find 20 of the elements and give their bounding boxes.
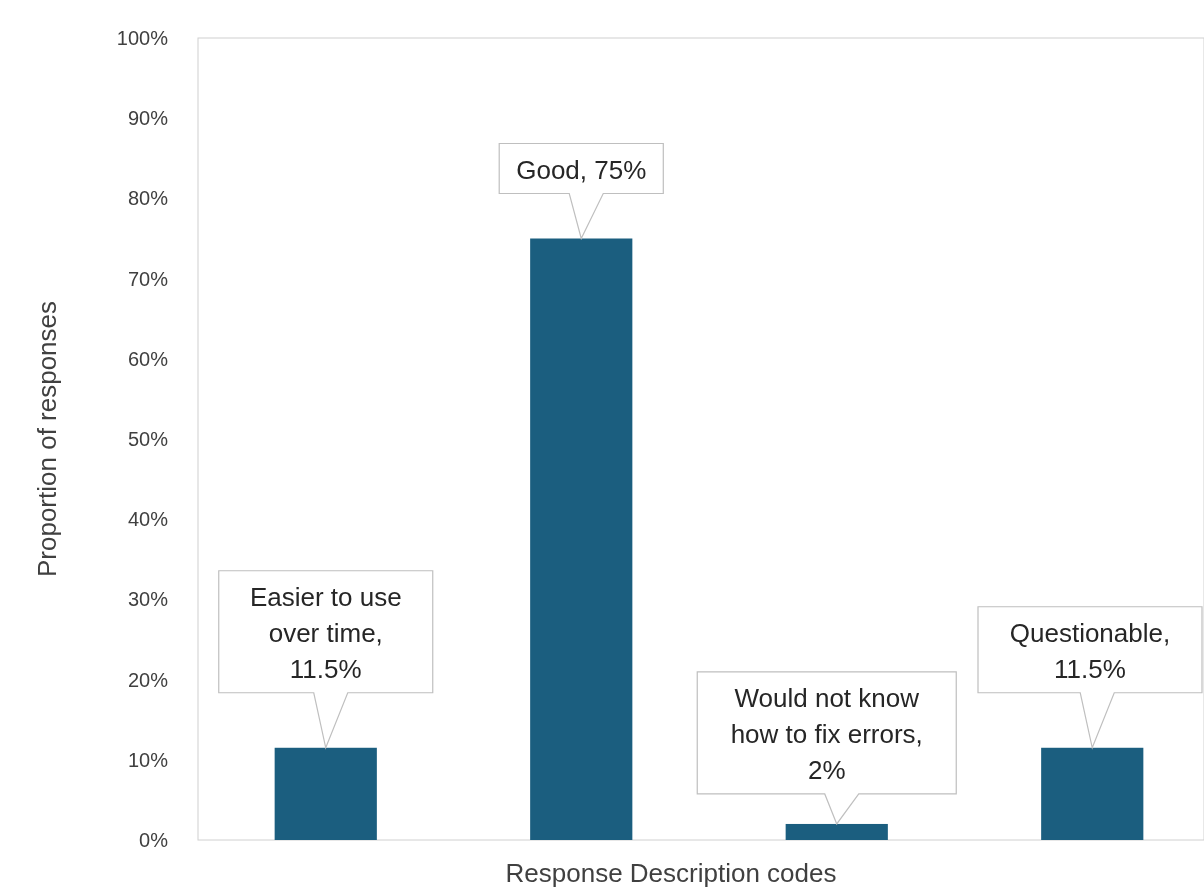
bar	[785, 823, 888, 840]
bar	[1041, 747, 1144, 840]
y-tick-label: 0%	[139, 829, 169, 851]
y-tick-label: 70%	[127, 267, 169, 290]
y-tick-label: 100%	[116, 27, 169, 49]
data-label: Would not know how to fix errors, 2%	[730, 682, 923, 785]
data-label: Good, 75%	[516, 154, 647, 185]
y-tick-label: 80%	[127, 187, 169, 210]
x-axis-title: Response Description codes	[505, 858, 837, 888]
y-axis-title: Proportion of responses	[32, 300, 62, 578]
y-tick-label: 60%	[127, 347, 169, 370]
y-tick-label: 10%	[127, 748, 169, 771]
y-tick-label: 50%	[127, 428, 169, 450]
y-tick-label: 40%	[127, 508, 169, 531]
data-label: Questionable, 11.5%	[1009, 617, 1171, 684]
data-label: Easier to use over time, 11.5%	[249, 581, 402, 684]
bar	[274, 747, 377, 840]
y-tick-label: 90%	[127, 107, 169, 130]
y-tick-label: 20%	[127, 668, 169, 691]
y-tick-label: 30%	[127, 588, 169, 611]
